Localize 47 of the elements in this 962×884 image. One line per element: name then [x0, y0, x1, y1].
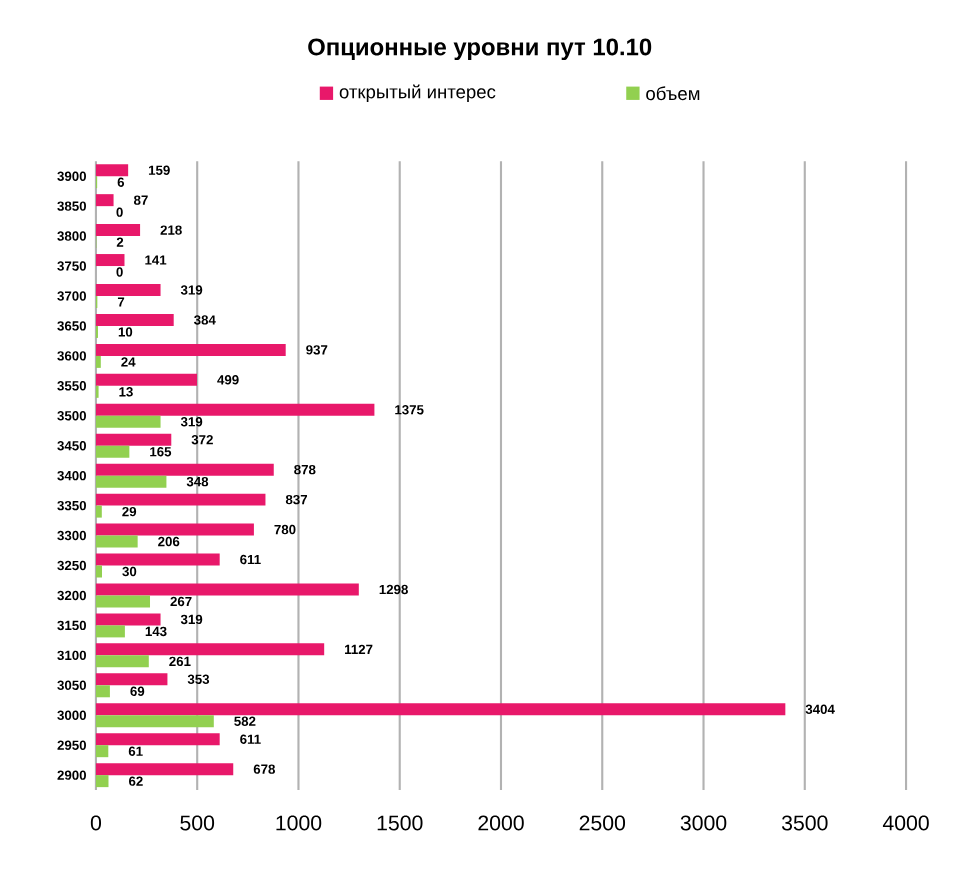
bar	[95, 703, 786, 716]
bar	[95, 374, 197, 387]
bar	[95, 463, 274, 476]
bar	[95, 775, 109, 788]
bar	[95, 254, 125, 267]
bar	[95, 224, 141, 237]
legend-label: объем	[646, 86, 700, 101]
x-tick-label: 4000	[882, 815, 929, 831]
x-tick-label: 1500	[377, 815, 423, 831]
bar	[95, 344, 286, 357]
x-tick-label: 1000	[276, 815, 322, 831]
bar	[95, 535, 138, 548]
bar	[95, 314, 174, 327]
bar	[95, 655, 149, 668]
x-tick-label: 500	[180, 815, 215, 831]
x-tick-label: 2000	[478, 815, 524, 831]
bar	[95, 416, 161, 429]
bar	[95, 446, 130, 459]
bar	[95, 553, 220, 566]
bar	[95, 595, 151, 608]
bar	[95, 284, 161, 297]
legend-label: открытый интерес	[339, 84, 496, 103]
bar	[95, 523, 254, 536]
bar	[95, 565, 103, 578]
x-tick-label: 3500	[781, 815, 828, 831]
bar	[95, 745, 109, 758]
bar	[95, 643, 325, 656]
x-tick-label: 3000	[680, 815, 727, 831]
bar	[95, 733, 220, 746]
bar	[95, 613, 161, 626]
bar	[95, 583, 359, 596]
bar	[95, 475, 167, 488]
bar	[95, 763, 234, 776]
bar	[95, 493, 266, 506]
x-tick-label: 0	[90, 815, 102, 831]
bar	[95, 625, 125, 638]
bar	[95, 434, 172, 447]
bar	[95, 404, 375, 417]
chart-title: Опционные уровни пут 10.10	[308, 38, 652, 61]
bar	[95, 194, 114, 207]
bar	[95, 356, 101, 369]
x-tick-label: 2500	[579, 815, 626, 831]
bar	[95, 685, 110, 698]
bar	[95, 505, 102, 518]
bar	[95, 715, 214, 728]
bar	[95, 673, 168, 686]
bar	[95, 164, 129, 177]
